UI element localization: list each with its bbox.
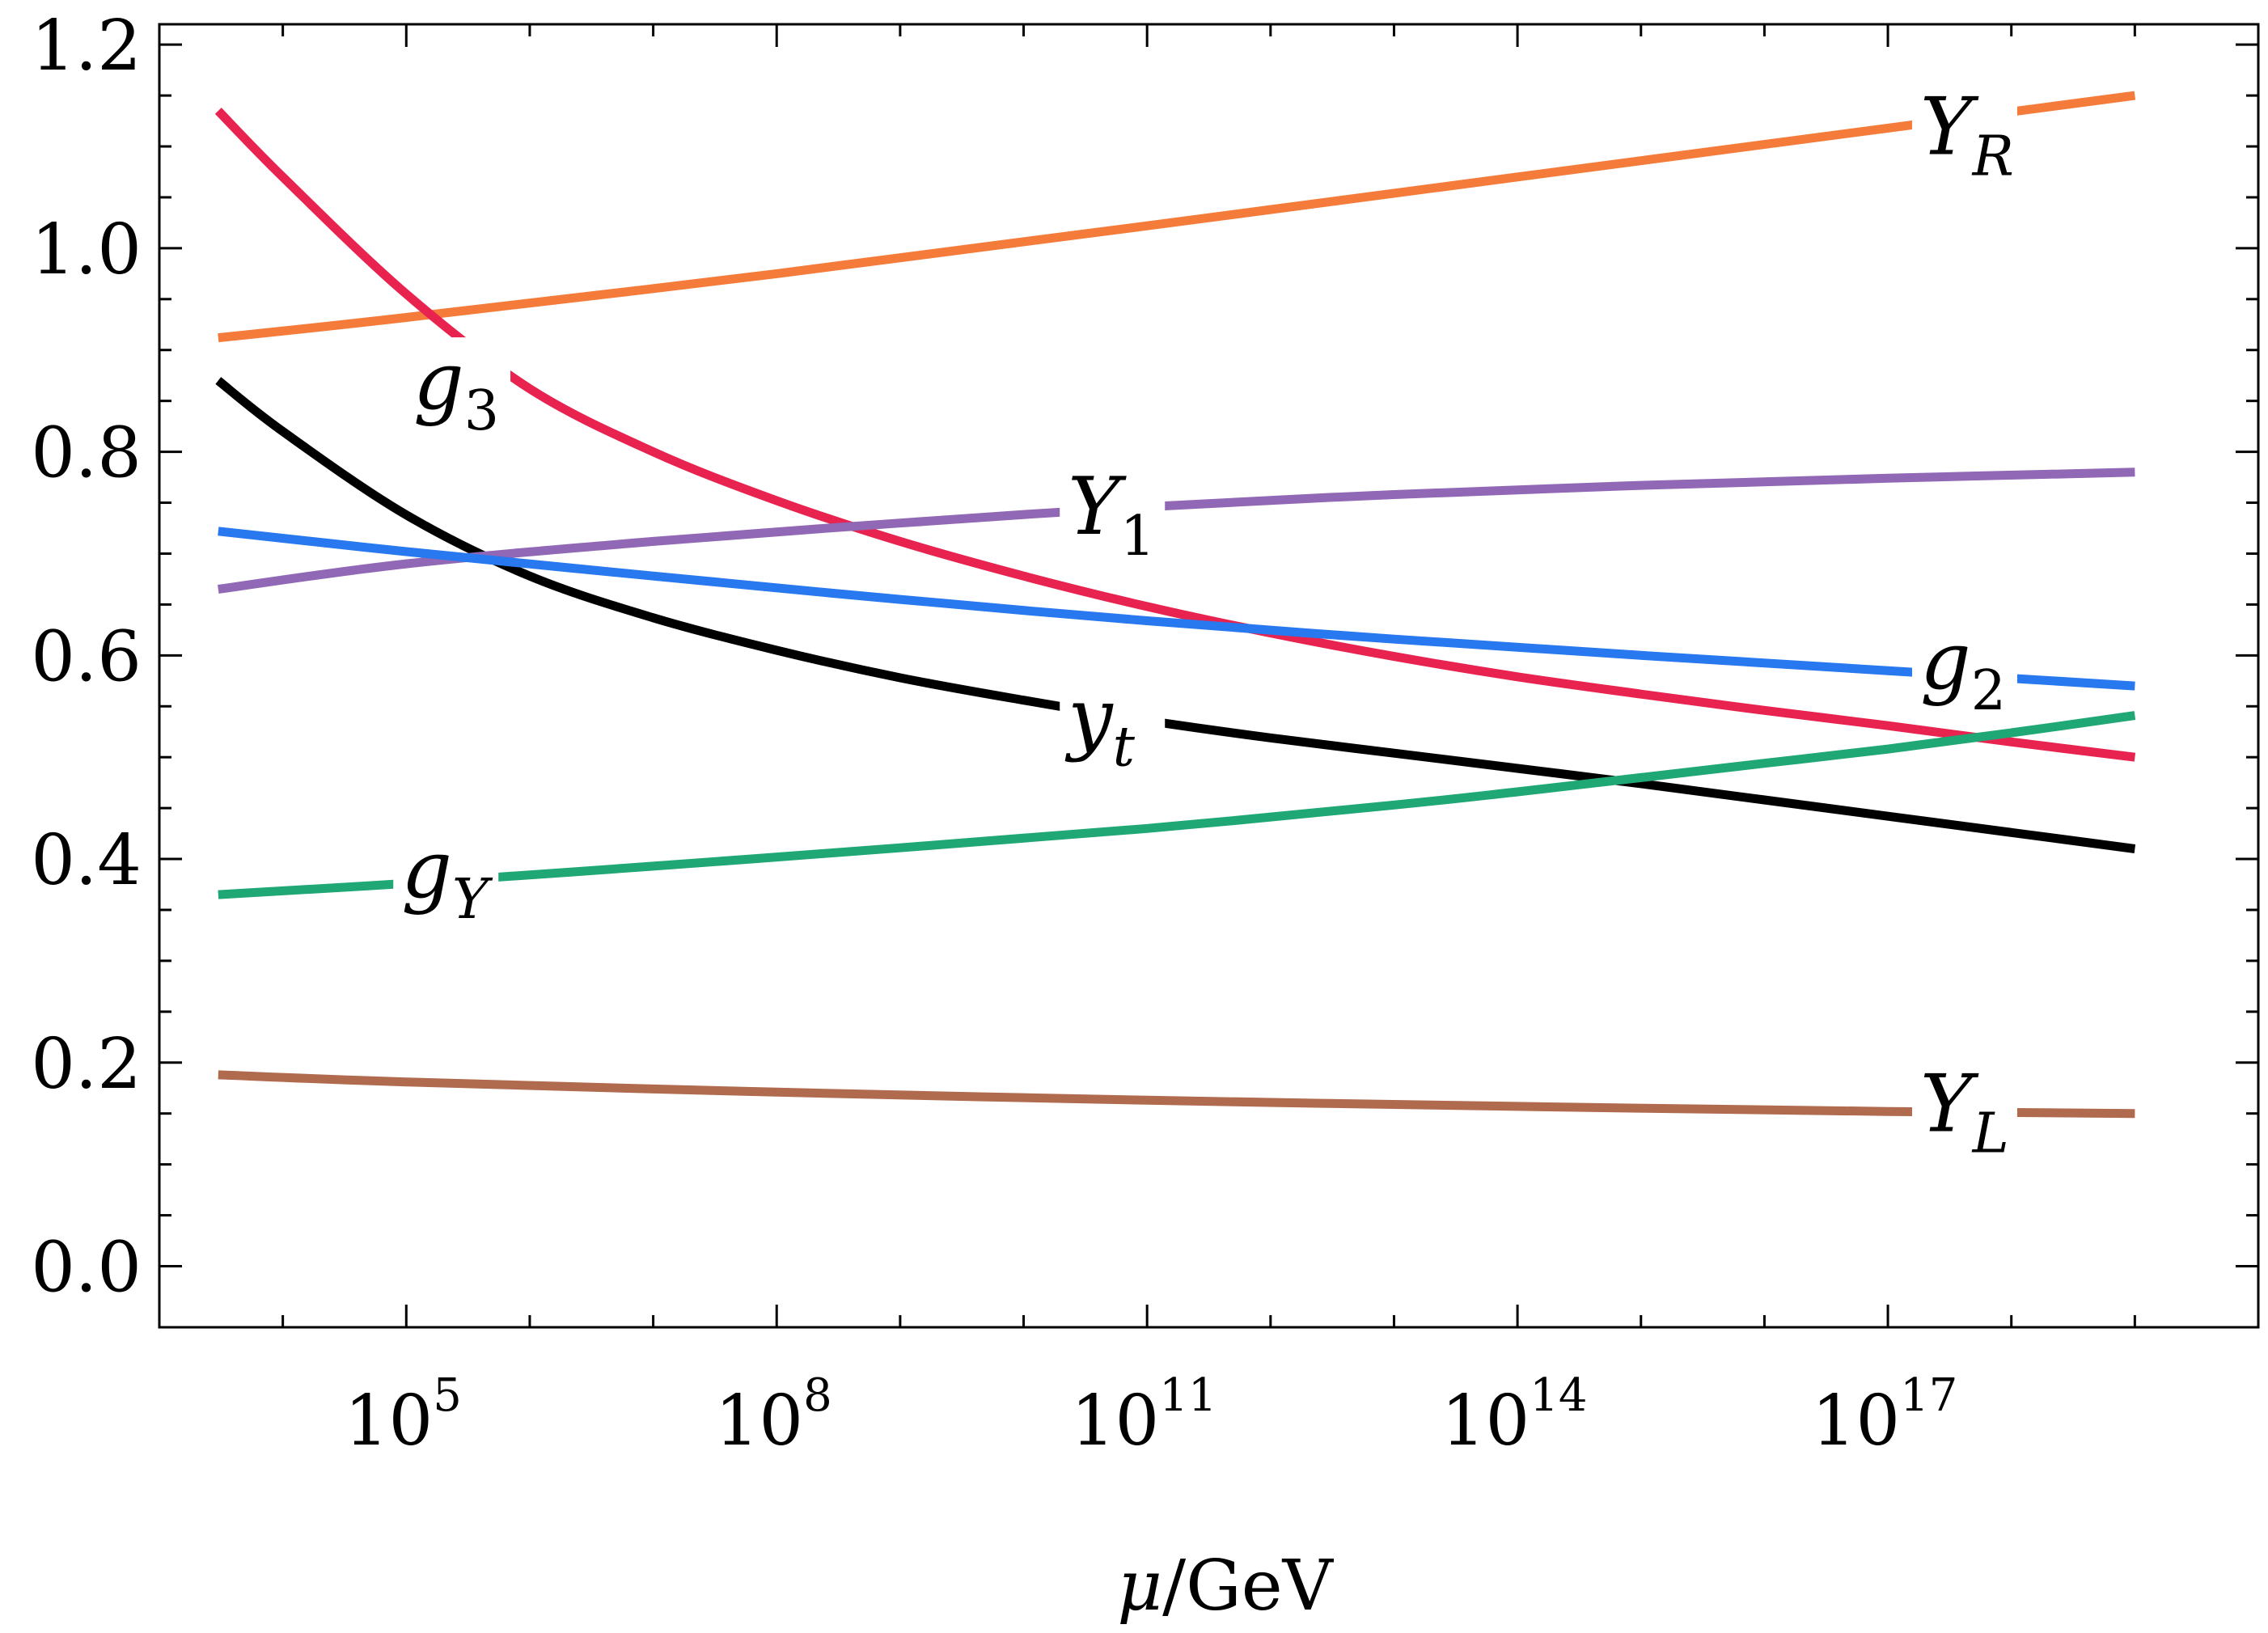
x-tick-label: 108 [715,1369,832,1462]
x-tick-exponent: 17 [1900,1369,1957,1422]
series-label-bg [1911,617,2017,712]
x-axis-title: μ/GeV [1117,1546,1334,1627]
series-label-bg [1060,462,1166,556]
series-label-text: YR [1920,81,2014,188]
x-tick-exponent: 8 [803,1369,832,1422]
series-label-subscript: 1 [1120,505,1155,569]
series-label-yl: YL [1911,1059,2017,1166]
series-label-yr: YR [1911,81,2017,188]
series-label-g2: g2 [1911,616,2017,723]
x-tick-label: 1011 [1071,1369,1217,1462]
series-label-main: Y [1068,461,1127,553]
series-label-main: g [401,824,452,916]
series-label-main: g [413,336,464,428]
series-label-bg [1911,82,2017,177]
series-line-yr [218,91,2136,343]
plot-frame [158,23,2260,1329]
series-label-g3: g3 [405,336,511,443]
x-tick-base: 10 [345,1381,433,1462]
x-tick-label: 1014 [1441,1369,1588,1462]
series-label-subscript: Y [452,868,493,932]
series-label-main: g [1920,616,1971,708]
y-tick-label: 0.2 [31,1024,142,1105]
series-label-subscript: R [1971,125,2014,188]
y-tick-label: 0.0 [31,1227,142,1308]
series-line-g2 [218,527,2135,691]
series-label-main: y [1064,671,1114,764]
series-label-subscript: L [1971,1102,2009,1166]
series-label-main: Y [1920,81,1979,173]
y-tick-label: 1.2 [31,6,142,87]
series-label-text: YL [1920,1059,2009,1166]
series-label-subscript: 2 [1971,659,2006,723]
series-label-text: gY [401,824,493,932]
y-tick-label: 0.4 [31,820,142,901]
series-label-bg [405,337,511,432]
x-tick-base: 10 [715,1381,803,1462]
series-label-main: Y [1920,1059,1979,1151]
y-tick-label: 0.8 [31,413,142,494]
series-label-yt: yt [1060,671,1166,779]
series-line-gy [218,711,2136,899]
series-label-text: yt [1064,671,1135,779]
x-tick-label: 1017 [1812,1369,1958,1462]
x-tick-base: 10 [1812,1381,1900,1462]
y-tick-label: 1.0 [31,209,142,290]
x-tick-exponent: 5 [433,1369,462,1422]
series-label-text: Y1 [1068,461,1155,569]
series-layer [214,91,2136,1119]
series-label-text: g3 [413,336,499,443]
x-tick-base: 10 [1071,1381,1159,1462]
x-axis-title-symbol: μ [1117,1546,1162,1627]
series-line-yl [218,1070,2135,1119]
x-tick-exponent: 14 [1530,1369,1587,1422]
series-label-bg [393,826,499,920]
series-label-y1: Y1 [1060,461,1166,569]
series-label-text: g2 [1920,616,2006,723]
tick-layer [158,24,2260,1327]
x-tick-label: 105 [345,1369,462,1462]
y-tick-label: 0.6 [31,616,142,697]
series-label-subscript: t [1113,715,1136,779]
x-axis-title-unit: /GeV [1162,1546,1335,1627]
x-tick-exponent: 11 [1159,1369,1217,1422]
series-label-bg [1060,673,1166,768]
series-line-g3 [214,108,2136,762]
series-line-y1 [218,467,2135,594]
series-label-gy: gY [393,824,499,932]
series-label-subscript: 3 [464,379,499,443]
x-tick-base: 10 [1441,1381,1530,1462]
series-label-bg [1911,1060,2017,1154]
